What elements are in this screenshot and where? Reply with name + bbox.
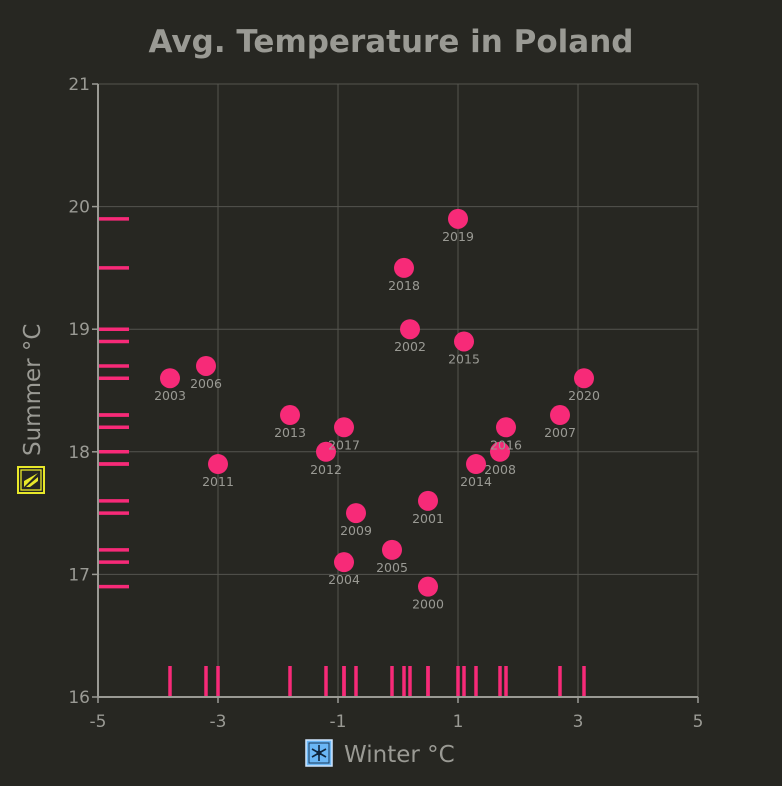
data-label: 2016 bbox=[490, 437, 522, 452]
y-axis-label: Summer °C bbox=[20, 324, 46, 456]
x-tick-label: 3 bbox=[573, 712, 584, 732]
data-label: 2018 bbox=[388, 278, 420, 293]
y-tick-label: 21 bbox=[68, 75, 90, 95]
data-point bbox=[394, 257, 414, 278]
data-label: 2006 bbox=[190, 376, 222, 391]
data-label: 2000 bbox=[412, 597, 444, 612]
points: 2000 2001 2002 2003 2004 2005 2006 2007 2008 2009… bbox=[154, 208, 600, 612]
x-axis-title: Winter °C bbox=[305, 739, 455, 768]
data-label: 2012 bbox=[310, 462, 342, 477]
data-point bbox=[280, 405, 300, 426]
data-label: 2011 bbox=[202, 474, 234, 489]
sun-icon bbox=[17, 466, 45, 494]
rug-marks bbox=[98, 217, 586, 697]
data-point bbox=[208, 454, 228, 475]
data-point bbox=[496, 417, 516, 438]
data-label: 2017 bbox=[328, 437, 360, 452]
data-point bbox=[382, 539, 402, 560]
data-label: 2019 bbox=[442, 229, 474, 244]
axes: -5 -3 -1 1 3 5 16 17 18 19 20 21 bbox=[68, 75, 703, 732]
data-point bbox=[418, 576, 438, 597]
data-label: 2015 bbox=[448, 351, 480, 366]
data-label: 2002 bbox=[394, 339, 426, 354]
y-tick-label: 17 bbox=[68, 565, 90, 585]
y-tick-label: 19 bbox=[68, 320, 90, 340]
data-point bbox=[550, 405, 570, 426]
snowflake-icon bbox=[305, 739, 333, 767]
data-label: 2004 bbox=[328, 572, 360, 587]
x-axis-label: Winter °C bbox=[344, 742, 455, 768]
data-label: 2003 bbox=[154, 388, 186, 403]
y-tick-label: 20 bbox=[68, 198, 90, 218]
data-point bbox=[466, 454, 486, 475]
data-point bbox=[334, 417, 354, 438]
data-label: 2005 bbox=[376, 560, 408, 575]
x-tick-label: -5 bbox=[90, 712, 107, 732]
data-label: 2008 bbox=[484, 462, 516, 477]
chart-title: Avg. Temperature in Poland bbox=[149, 24, 634, 60]
data-point bbox=[316, 441, 336, 462]
data-point bbox=[454, 331, 474, 352]
data-label: 2014 bbox=[460, 474, 492, 489]
data-label: 2020 bbox=[568, 388, 600, 403]
grid bbox=[98, 83, 699, 697]
data-point bbox=[196, 355, 216, 376]
x-tick-label: 1 bbox=[453, 712, 464, 732]
data-point bbox=[418, 490, 438, 511]
data-point bbox=[400, 319, 420, 340]
data-point bbox=[334, 552, 354, 573]
data-point bbox=[448, 208, 468, 229]
data-label: 2001 bbox=[412, 511, 444, 526]
y-tick-label: 18 bbox=[68, 443, 90, 463]
data-point bbox=[160, 368, 180, 389]
x-tick-label: 5 bbox=[693, 712, 704, 732]
data-label: 2013 bbox=[274, 425, 306, 440]
data-point bbox=[574, 368, 594, 389]
data-label: 2009 bbox=[340, 523, 372, 538]
y-tick-label: 16 bbox=[68, 688, 90, 708]
data-label: 2007 bbox=[544, 425, 576, 440]
y-axis-title: Summer °C bbox=[17, 324, 46, 494]
data-point bbox=[490, 441, 510, 462]
data-point bbox=[346, 503, 366, 524]
x-tick-label: -3 bbox=[210, 712, 227, 732]
x-tick-label: -1 bbox=[330, 712, 347, 732]
